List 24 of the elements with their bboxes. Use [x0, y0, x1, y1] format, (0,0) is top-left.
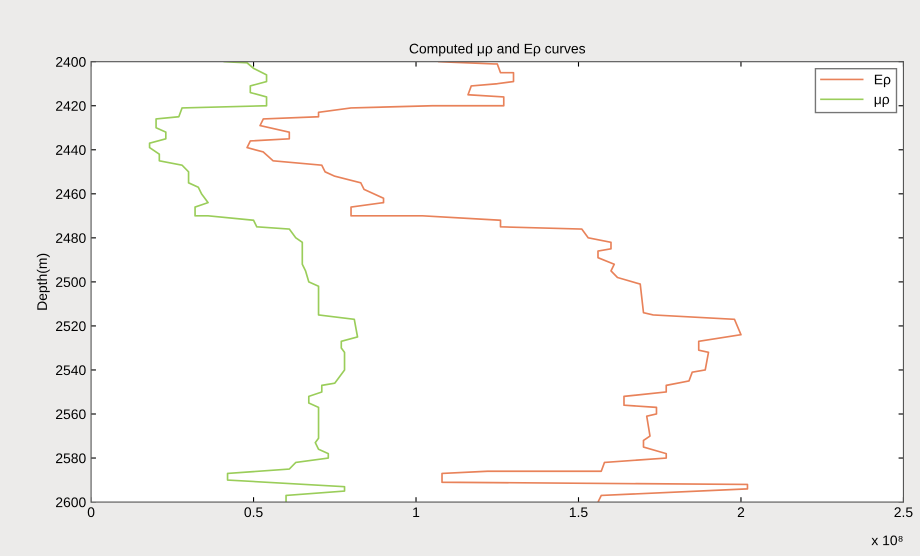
legend-label: Eρ — [874, 74, 890, 88]
x-tick-label: 0 — [88, 507, 94, 518]
y-tick-label: 2420 — [56, 101, 86, 111]
y-tick-label: 2400 — [56, 57, 86, 67]
legend-label: μρ — [874, 96, 890, 108]
text: x 10⁸ — [871, 535, 903, 546]
x-tick-label: 1.5 — [570, 507, 588, 518]
y-tick-label: 2460 — [56, 189, 86, 199]
line-series — [148, 62, 358, 502]
x-tick-label: 0.5 — [244, 507, 263, 518]
y-tick-label: 2600 — [56, 497, 86, 508]
x-tick-label: 1 — [413, 507, 420, 517]
y-tick-label: 2580 — [56, 453, 86, 464]
y-tick-label: 2440 — [56, 145, 86, 155]
y-axis-title: Depth(m) — [36, 254, 50, 310]
y-tick-label: 2540 — [56, 365, 86, 376]
x-tick-label: 2.5 — [894, 507, 913, 518]
y-tick-label: 2480 — [56, 233, 86, 244]
y-tick-label: 2520 — [56, 321, 86, 332]
y-tick-label: 2560 — [56, 409, 86, 420]
line-series — [246, 62, 748, 502]
chart-title: Computed μρ and Eρ curves — [410, 43, 586, 56]
y-tick-label: 2500 — [56, 277, 86, 288]
x-tick-label: 2 — [738, 507, 744, 517]
